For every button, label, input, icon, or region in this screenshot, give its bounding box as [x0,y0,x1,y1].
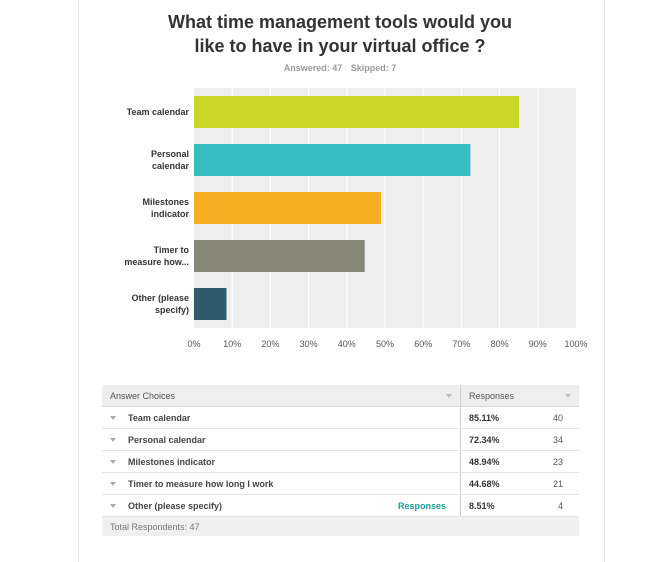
table-row: Milestones indicator 48.94% 23 [102,450,579,473]
answer-choice-label: Timer to measure how long I work [128,478,274,489]
category-label: Timer to [154,245,190,255]
answer-choice-cell: Personal calendar [102,428,461,451]
x-tick-label: 30% [300,339,318,349]
total-respondents-row: Total Respondents: 47 [102,516,579,536]
table-row: Timer to measure how long I work 44.68% 21 [102,472,579,495]
answer-choice-label: Team calendar [128,412,191,423]
responses-header-label: Responses [469,390,515,401]
x-tick-label: 80% [491,339,509,349]
answer-choice-cell: Timer to measure how long I work [102,472,461,495]
response-percent: 72.34% [460,428,529,451]
category-label: specify) [155,305,189,315]
expand-arrow-icon[interactable] [110,416,116,421]
expand-arrow-icon[interactable] [110,504,116,509]
responses-link[interactable]: Responses [397,501,446,511]
responses-header[interactable]: Responses [460,385,579,407]
bar[interactable] [194,144,471,176]
answer-choice-cell: Team calendar [102,406,461,429]
bar[interactable] [194,288,227,320]
total-respondents: Total Respondents: 47 [102,516,579,536]
response-count: 34 [529,428,579,451]
response-count: 21 [529,472,579,495]
x-tick-label: 10% [223,339,241,349]
page-frame-right [604,0,605,562]
category-label: calendar [152,161,190,171]
bar-chart: 0% 10% 20% 30% 40% 50% 60% 70% 80% 90% 100% Team ca… [124,88,588,349]
response-percent: 8.51% [460,494,529,517]
x-tick-label: 90% [529,339,547,349]
table-row: Other (please specify) Responses 8.51% 4 [102,494,579,517]
response-count: 40 [529,406,579,429]
answer-choices-header[interactable]: Answer Choices [102,385,461,407]
category-label: measure how... [124,257,189,267]
question-title: What time management tools would you lik… [100,10,580,58]
answer-choices-header-label: Answer Choices [110,390,176,401]
answer-choice-label: Personal calendar [128,434,206,445]
response-percent: 44.68% [460,472,529,495]
category-label: Other (please [131,293,189,303]
expand-arrow-icon[interactable] [110,438,116,443]
bar[interactable] [194,240,365,272]
response-count: 4 [529,494,579,517]
x-tick-label: 50% [376,339,394,349]
x-tick-label: 40% [338,339,356,349]
question-title-line-1: What time management tools would you [167,12,513,32]
answer-choice-cell: Milestones indicator [102,450,461,473]
sort-arrow-icon[interactable] [446,394,452,398]
category-label: Personal [151,149,189,159]
answer-choice-label: Milestones indicator [128,456,216,467]
x-tick-label: 60% [414,339,432,349]
page-frame-left [78,0,79,562]
response-percent: 85.11% [460,406,529,429]
bar[interactable] [194,192,381,224]
expand-arrow-icon[interactable] [110,482,116,487]
answer-choice-label: Other (please specify) [128,500,223,511]
question-title-line-2: like to have in your virtual office ? [194,36,486,56]
response-count: 23 [529,450,579,473]
bar[interactable] [194,96,520,128]
sort-arrow-icon[interactable] [565,394,571,398]
answered-count: Answered: 47 [283,63,343,73]
table-row: Team calendar 85.11% 40 [102,406,579,429]
table-header-row: Answer Choices Responses [102,385,579,407]
x-tick-label: 70% [452,339,470,349]
category-label: Milestones [142,197,189,207]
category-label: Team calendar [127,107,190,117]
category-label: indicator [151,209,190,219]
answer-choice-cell: Other (please specify) Responses [102,494,461,517]
x-tick-label: 0% [187,339,200,349]
skipped-count: Skipped: 7 [350,63,397,73]
table-row: Personal calendar 72.34% 34 [102,428,579,451]
answer-table: Answer Choices Responses Team calendar 85… [102,385,579,536]
response-stats: Answered: 47 Skipped: 7 [100,63,580,73]
response-percent: 48.94% [460,450,529,473]
x-tick-label: 100% [564,339,587,349]
expand-arrow-icon[interactable] [110,460,116,465]
x-tick-label: 20% [261,339,279,349]
